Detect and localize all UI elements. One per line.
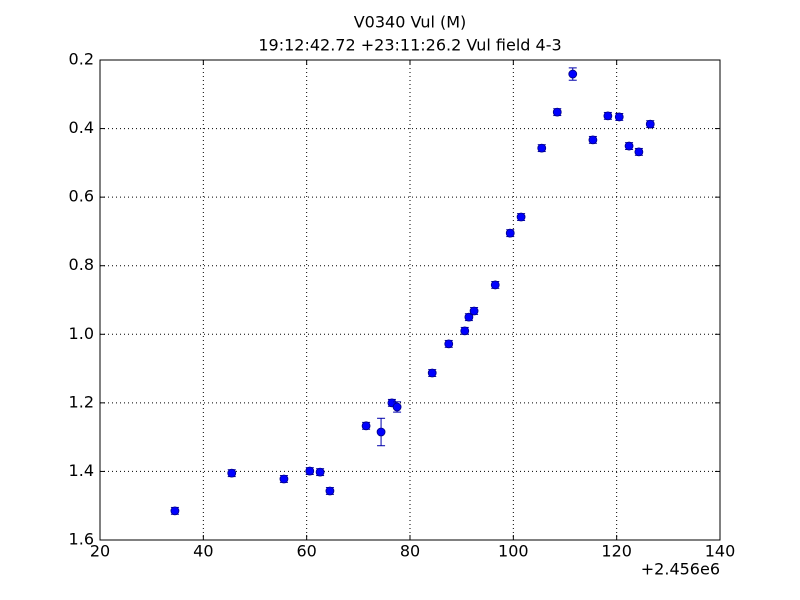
y-tick-label: 0.6 (69, 187, 94, 206)
point (170, 506, 180, 516)
point (279, 474, 289, 484)
point (516, 212, 526, 222)
point (552, 107, 562, 117)
point (460, 326, 470, 336)
point (325, 486, 335, 496)
point (568, 69, 578, 79)
x-tick-label: 40 (193, 542, 213, 561)
point (376, 427, 386, 437)
chart-subtitle: 19:12:42.72 +23:11:26.2 Vul field 4-3 (258, 36, 561, 55)
x-tick-label: 120 (601, 542, 632, 561)
point (464, 312, 474, 322)
x-tick-label: 20 (90, 542, 110, 561)
y-tick-label: 0.4 (69, 118, 94, 137)
point (614, 112, 624, 122)
y-tick-label: 1.2 (69, 392, 94, 411)
y-tick-label: 0.2 (69, 50, 94, 69)
point (645, 119, 655, 129)
point (505, 228, 515, 238)
point (603, 111, 613, 121)
x-tick-label: 100 (498, 542, 529, 561)
x-tick-label: 80 (400, 542, 420, 561)
y-tick-label: 0.8 (69, 255, 94, 274)
point (305, 466, 315, 476)
point (537, 143, 547, 153)
point (361, 421, 371, 431)
point (469, 306, 479, 316)
point (634, 147, 644, 157)
y-tick-label: 1.4 (69, 461, 94, 480)
x-tick-label: 140 (705, 542, 736, 561)
plot-frame (99, 59, 721, 541)
y-tick-label: 1.0 (69, 324, 94, 343)
point (392, 402, 402, 412)
point (444, 339, 454, 349)
x-offset-label: +2.456e6 (641, 560, 720, 579)
point (490, 280, 500, 290)
point (624, 141, 634, 151)
point (315, 467, 325, 477)
point (227, 468, 237, 478)
y-tick-label: 1.6 (69, 530, 94, 549)
x-tick-label: 60 (296, 542, 316, 561)
chart-title: V0340 Vul (M) (354, 13, 467, 32)
point (588, 135, 598, 145)
point (427, 368, 437, 378)
